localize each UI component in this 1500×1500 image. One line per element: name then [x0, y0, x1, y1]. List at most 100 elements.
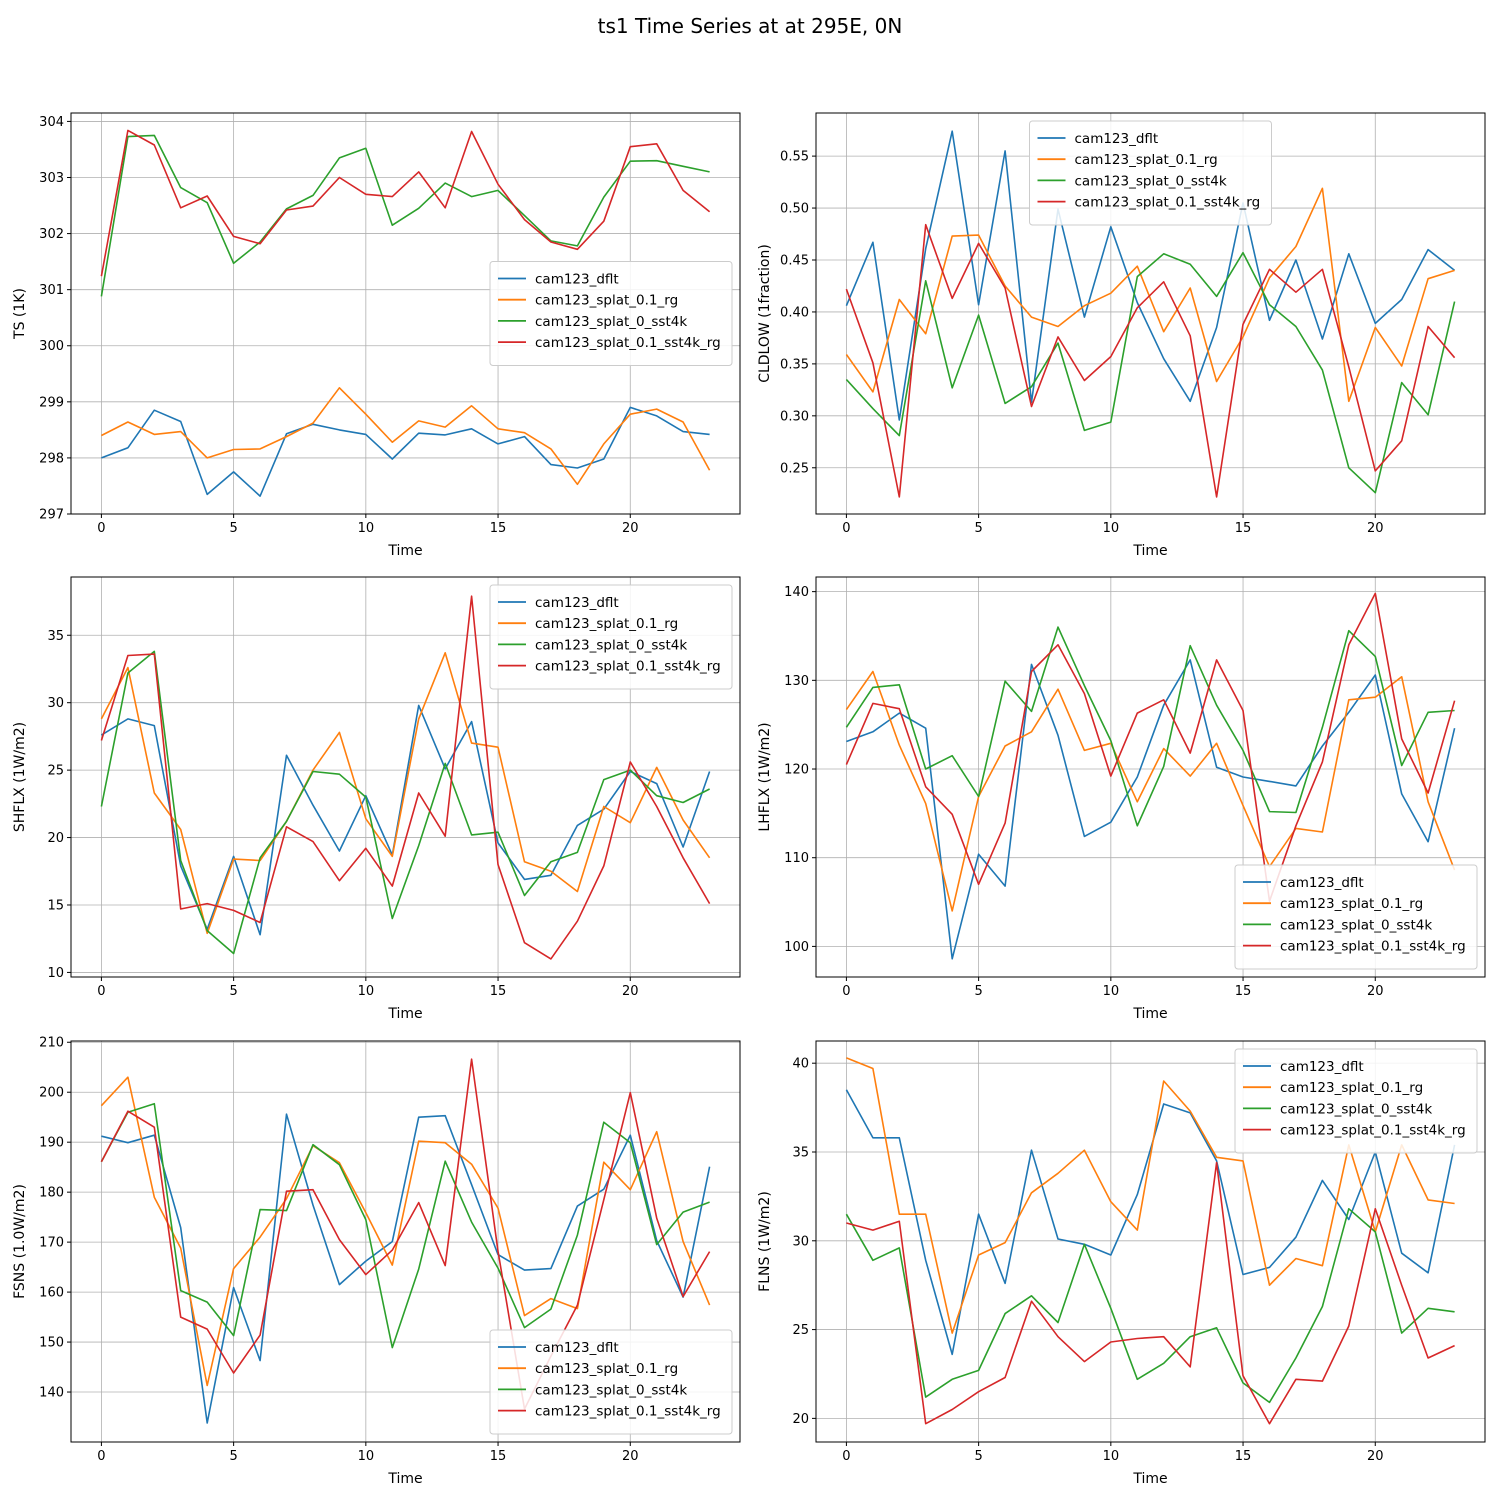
- legend-label: cam123_splat_0.1_sst4k_rg: [1075, 195, 1261, 211]
- x-tick-label: 20: [622, 984, 639, 999]
- legend-box: [1234, 864, 1478, 970]
- legend-label: cam123_splat_0_sst4k: [535, 637, 687, 653]
- y-tick-label: 10: [47, 966, 64, 981]
- y-tick-label: 40: [792, 1057, 809, 1072]
- x-axis-label: Time: [1132, 543, 1167, 559]
- legend-label: cam123_splat_0.1_sst4k_rg: [535, 659, 721, 675]
- y-tick-label: 140: [784, 585, 809, 600]
- legend-label: cam123_splat_0_sst4k: [535, 1382, 687, 1398]
- y-tick-label: 0.25: [780, 461, 809, 476]
- y-tick-label: 302: [39, 227, 64, 242]
- y-tick-label: 301: [39, 283, 64, 298]
- y-tick-label: 100: [784, 940, 809, 955]
- x-tick-label: 5: [974, 984, 982, 999]
- axes-frame: [815, 576, 1486, 978]
- y-tick-label: 30: [792, 1234, 809, 1249]
- x-tick-label: 0: [97, 984, 105, 999]
- legend-box: [1234, 1048, 1478, 1154]
- y-tick-label: 140: [39, 1386, 64, 1401]
- series-line-cam123_splat_0_sst4k: [100, 650, 710, 955]
- x-tick-label: 15: [1235, 1449, 1252, 1464]
- x-tick-label: 5: [229, 521, 237, 536]
- y-tick-label: 0.50: [780, 202, 809, 217]
- legend-label: cam123_splat_0.1_rg: [535, 293, 678, 309]
- axes-frame: [70, 576, 741, 978]
- legend-box: [489, 584, 733, 690]
- legend-label: cam123_dflt: [1075, 131, 1159, 147]
- subplot-1: 0 5 10 15 20 297 298 299 300 301 302 303 304 Time TS (…: [12, 112, 741, 559]
- x-tick-label: 0: [842, 521, 850, 536]
- x-tick-label: 20: [1367, 521, 1384, 536]
- x-tick-label: 10: [1103, 984, 1120, 999]
- x-tick-label: 20: [622, 1449, 639, 1464]
- x-axis-label: Time: [1132, 1006, 1167, 1022]
- y-tick-label: 190: [39, 1136, 64, 1151]
- legend-label: cam123_splat_0.1_rg: [1280, 896, 1423, 912]
- series-line-cam123_dflt: [101, 406, 710, 497]
- legend-label: cam123_splat_0_sst4k: [535, 314, 687, 330]
- x-tick-label: 5: [229, 1449, 237, 1464]
- y-tick-label: 304: [39, 115, 64, 130]
- y-tick-label: 0.30: [780, 409, 809, 424]
- y-tick-label: 0.45: [780, 253, 809, 268]
- series-line-cam123_splat_0_sst4k: [845, 251, 1456, 494]
- legend: cam123_dflt cam123_splat_0.1_rg cam123_spl…: [1234, 864, 1478, 970]
- series-line-cam123_dflt: [845, 130, 1456, 421]
- x-tick-label: 20: [622, 521, 639, 536]
- subplot-3: 0 5 10 15 20 10 15 20 25 30 35 Time SHFLX (1W/m2) cam…: [12, 576, 741, 1022]
- legend-label: cam123_splat_0_sst4k: [1280, 1101, 1432, 1117]
- axes-frame: [815, 1040, 1486, 1443]
- legend-label: cam123_dflt: [1280, 1059, 1364, 1075]
- legend: cam123_dflt cam123_splat_0.1_rg cam123_spl…: [1029, 120, 1272, 226]
- x-tick-label: 0: [97, 1449, 105, 1464]
- subplot-4: 0 5 10 15 20 100 110 120 130 140 Time LHFLX (1W/m2)…: [757, 576, 1486, 1022]
- series-line-cam123_dflt: [100, 704, 711, 936]
- y-axis-label: SHFLX (1W/m2): [12, 722, 28, 832]
- legend: cam123_dflt cam123_splat_0.1_rg cam123_spl…: [489, 1329, 733, 1435]
- y-axis-label: CLDLOW (1fraction): [757, 244, 773, 383]
- y-tick-label: 298: [39, 451, 64, 466]
- y-tick-label: 25: [47, 764, 64, 779]
- x-axis-label: Time: [387, 1471, 422, 1487]
- x-tick-label: 15: [1235, 521, 1252, 536]
- legend-label: cam123_splat_0_sst4k: [1280, 917, 1432, 933]
- x-tick-label: 5: [229, 984, 237, 999]
- x-tick-label: 0: [842, 1449, 850, 1464]
- x-tick-label: 15: [490, 521, 507, 536]
- y-tick-label: 0.40: [780, 305, 809, 320]
- y-tick-label: 200: [39, 1086, 64, 1101]
- legend-label: cam123_dflt: [535, 272, 619, 288]
- axes-frame: [815, 112, 1486, 515]
- series-line-cam123_splat_0_sst4k: [845, 1208, 1455, 1404]
- series-line-cam123_splat_0_sst4k: [100, 1102, 710, 1349]
- y-tick-label: 303: [39, 171, 64, 186]
- series-line-cam123_dflt: [846, 659, 1456, 960]
- y-tick-label: 160: [39, 1286, 64, 1301]
- axes-frame: [70, 1040, 741, 1443]
- x-tick-label: 10: [358, 1449, 375, 1464]
- series-line-cam123_splat_0.1_sst4k_rg: [100, 595, 711, 960]
- y-axis-label: TS (1K): [12, 288, 28, 340]
- legend-label: cam123_splat_0.1_rg: [1280, 1080, 1423, 1096]
- y-tick-label: 170: [39, 1236, 64, 1251]
- y-tick-label: 297: [39, 508, 64, 523]
- y-tick-label: 20: [792, 1412, 809, 1427]
- legend-label: cam123_splat_0.1_rg: [1075, 152, 1218, 168]
- x-axis-label: Time: [1132, 1471, 1167, 1487]
- y-axis-label: FLNS (1W/m2): [757, 1191, 773, 1292]
- y-tick-label: 15: [47, 898, 64, 913]
- x-axis-label: Time: [387, 543, 422, 559]
- legend-label: cam123_splat_0_sst4k: [1075, 173, 1227, 189]
- x-tick-label: 10: [1103, 521, 1120, 536]
- series-line-cam123_splat_0.1_sst4k_rg: [100, 1058, 711, 1410]
- legend-label: cam123_splat_0.1_sst4k_rg: [1280, 939, 1466, 955]
- y-tick-label: 120: [784, 763, 809, 778]
- axes-frame: [70, 112, 741, 515]
- series-line-cam123_splat_0.1_rg: [845, 187, 1455, 403]
- legend-label: cam123_splat_0.1_sst4k_rg: [1280, 1123, 1466, 1139]
- series-line-cam123_splat_0.1_rg: [100, 651, 711, 935]
- y-tick-label: 150: [39, 1336, 64, 1351]
- series-line-cam123_splat_0_sst4k: [100, 134, 710, 297]
- y-tick-label: 299: [39, 395, 64, 410]
